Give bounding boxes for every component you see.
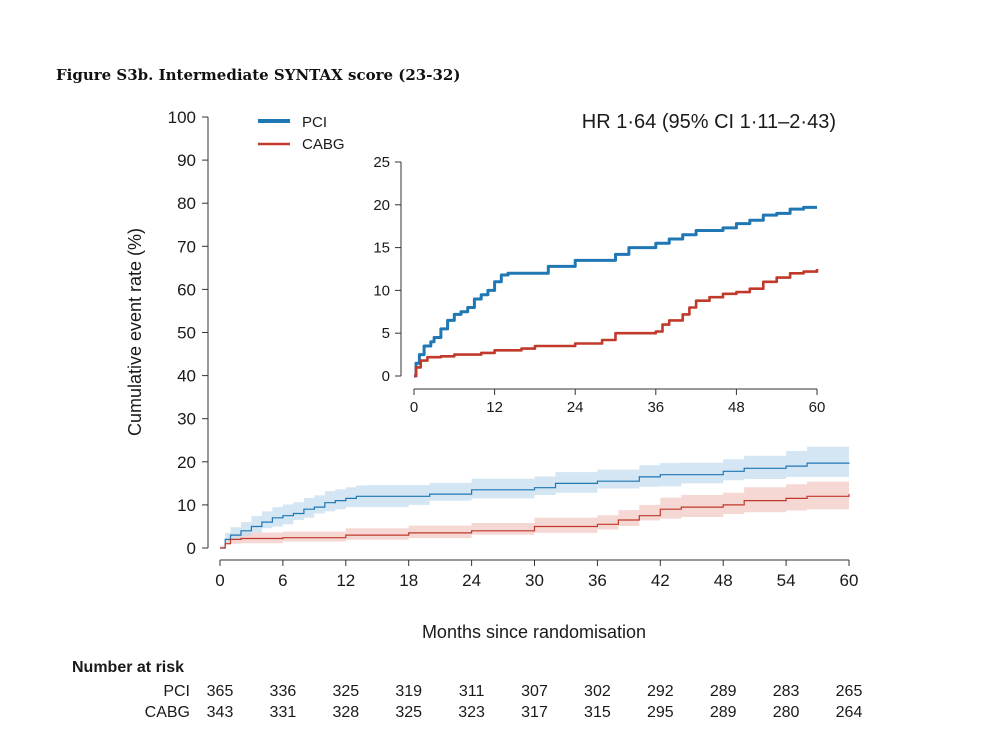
risk-cell: 295 [647, 704, 674, 721]
inset-series-line-cabg [414, 269, 819, 378]
risk-cell: 365 [207, 683, 234, 700]
inset-y-tick-label: 10 [373, 282, 390, 299]
inset-x-tick-label: 0 [410, 399, 418, 416]
main-x-tick-label: 42 [651, 571, 670, 590]
main-x-ticks: 0 6 12 18 24 30 36 42 48 54 60 [215, 560, 858, 590]
main-x-tick-label: 30 [525, 571, 544, 590]
risk-cell: 328 [332, 704, 359, 721]
inset-y-ticks: 0 5 10 15 20 25 [373, 154, 401, 385]
main-ci-band-pci [220, 446, 849, 548]
main-ci-bands [220, 446, 849, 548]
main-x-tick-label: 48 [714, 571, 733, 590]
risk-cell: 265 [836, 683, 863, 700]
risk-cell: 336 [270, 683, 297, 700]
inset-x-tick-label: 60 [809, 399, 826, 416]
main-y-tick-label: 20 [177, 453, 196, 472]
main-x-tick-label: 0 [215, 571, 224, 590]
risk-cell: 307 [521, 683, 548, 700]
inset-x-tick-label: 12 [486, 399, 503, 416]
inset-x-tick-label: 48 [728, 399, 745, 416]
risk-cell: 343 [207, 704, 234, 721]
inset-series-lines [414, 205, 819, 378]
main-y-tick-label: 70 [177, 237, 196, 256]
risk-cell: 302 [584, 683, 611, 700]
risk-cell: 280 [773, 704, 800, 721]
main-y-tick-label: 60 [177, 280, 196, 299]
risk-cell: 331 [270, 704, 297, 721]
risk-cell: 283 [773, 683, 800, 700]
main-x-tick-label: 6 [278, 571, 287, 590]
main-series-lines [220, 462, 850, 549]
main-x-tick-label: 36 [588, 571, 607, 590]
main-series-line-pci [220, 462, 850, 549]
risk-row-label-pci: PCI [163, 683, 190, 700]
risk-cell: 264 [836, 704, 863, 721]
inset-plot: 0 5 10 15 20 25 0 12 24 36 48 60 [373, 154, 825, 416]
risk-cell: 323 [458, 704, 485, 721]
y-axis-title: Cumulative event rate (%) [125, 228, 145, 436]
inset-series-line-pci [414, 205, 817, 378]
inset-y-tick-label: 5 [382, 325, 390, 342]
figure-caption: Figure S3b. Intermediate SYNTAX score (2… [56, 66, 460, 84]
legend-pci-label: PCI [302, 114, 327, 131]
x-axis-title: Months since randomisation [422, 622, 646, 642]
inset-y-tick-label: 20 [373, 197, 390, 214]
main-y-tick-label: 40 [177, 367, 196, 386]
main-x-tick-label: 12 [336, 571, 355, 590]
risk-cell: 315 [584, 704, 611, 721]
hazard-ratio-annotation: HR 1·64 (95% CI 1·11–2·43) [582, 111, 836, 133]
legend-cabg-label: CABG [302, 136, 345, 153]
inset-y-tick-label: 15 [373, 240, 390, 257]
risk-cell: 289 [710, 683, 737, 700]
risk-cell: 311 [459, 683, 485, 700]
legend: PCI CABG [258, 114, 345, 153]
main-x-tick-label: 24 [462, 571, 481, 590]
main-y-tick-label: 100 [168, 108, 196, 127]
main-y-tick-label: 30 [177, 410, 196, 429]
main-y-tick-label: 90 [177, 151, 196, 170]
risk-table: Number at risk PCI 365 336 325 319 311 307 302 2… [72, 659, 862, 721]
inset-x-ticks: 0 12 24 36 48 60 [410, 389, 826, 416]
inset-x-tick-label: 24 [567, 399, 584, 416]
main-y-ticks: 0 10 20 30 40 50 60 70 80 90 100 [168, 108, 208, 558]
main-x-tick-label: 60 [840, 571, 859, 590]
inset-y-tick-label: 0 [382, 368, 390, 385]
risk-cell: 289 [710, 704, 737, 721]
risk-table-rows: PCI 365 336 325 319 311 307 302 292 289 283 265 CABG… [145, 683, 863, 721]
main-y-tick-label: 50 [177, 324, 196, 343]
risk-cell: 317 [521, 704, 548, 721]
risk-table-title: Number at risk [72, 659, 184, 676]
risk-cell: 319 [395, 683, 422, 700]
risk-row-label-cabg: CABG [145, 704, 190, 721]
inset-x-tick-label: 36 [647, 399, 664, 416]
main-x-tick-label: 18 [399, 571, 418, 590]
main-y-tick-label: 10 [177, 496, 196, 515]
main-y-tick-label: 80 [177, 194, 196, 213]
main-x-tick-label: 54 [777, 571, 796, 590]
main-y-tick-label: 0 [187, 539, 196, 558]
main-ci-band-cabg [220, 479, 849, 548]
risk-cell: 325 [332, 683, 359, 700]
main-series-line-cabg [220, 494, 850, 549]
risk-cell: 292 [647, 683, 674, 700]
inset-y-tick-label: 25 [373, 154, 390, 171]
risk-cell: 325 [395, 704, 422, 721]
